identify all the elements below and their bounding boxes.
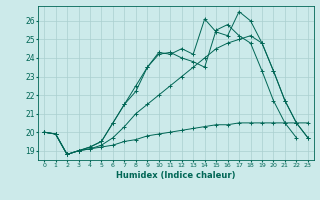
X-axis label: Humidex (Indice chaleur): Humidex (Indice chaleur)	[116, 171, 236, 180]
